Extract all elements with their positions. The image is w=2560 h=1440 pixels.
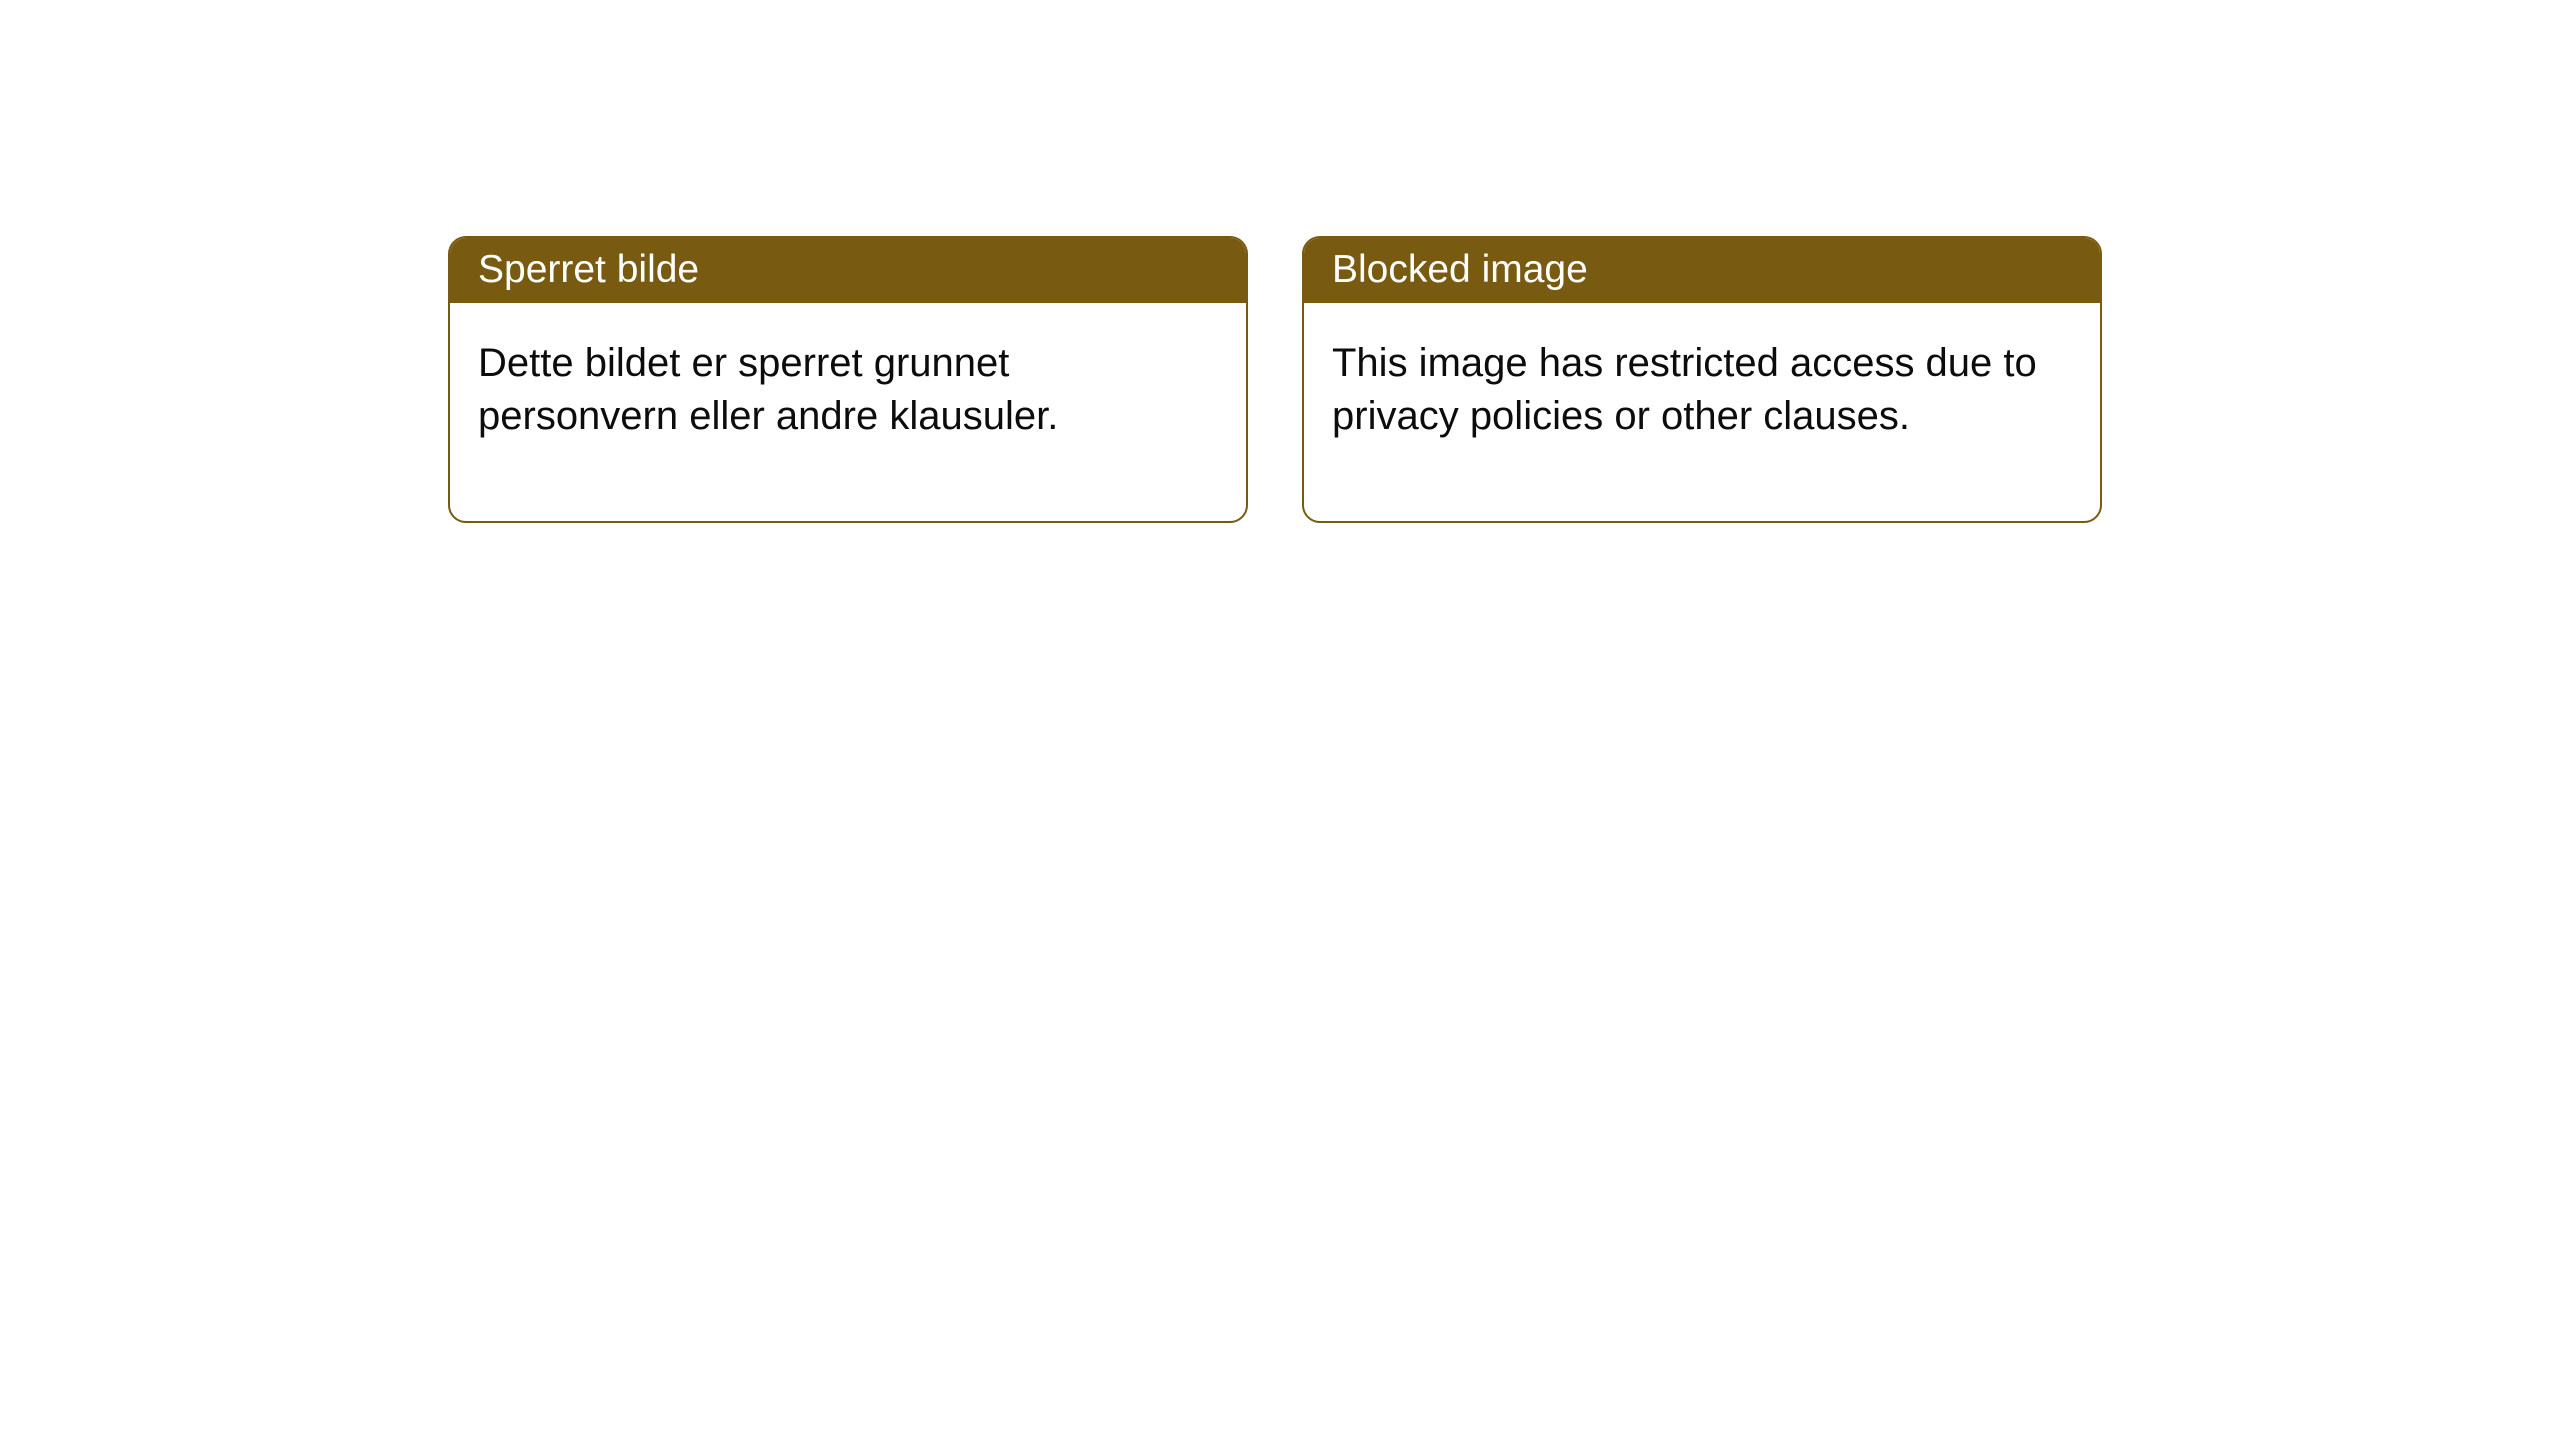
- notice-card-en: Blocked image This image has restricted …: [1302, 236, 2102, 523]
- notice-card-body-en: This image has restricted access due to …: [1304, 303, 2100, 521]
- notice-card-body-no: Dette bildet er sperret grunnet personve…: [450, 303, 1246, 521]
- notice-card-title-en: Blocked image: [1304, 238, 2100, 303]
- notice-card-no: Sperret bilde Dette bildet er sperret gr…: [448, 236, 1248, 523]
- notice-container: Sperret bilde Dette bildet er sperret gr…: [0, 0, 2560, 523]
- notice-card-title-no: Sperret bilde: [450, 238, 1246, 303]
